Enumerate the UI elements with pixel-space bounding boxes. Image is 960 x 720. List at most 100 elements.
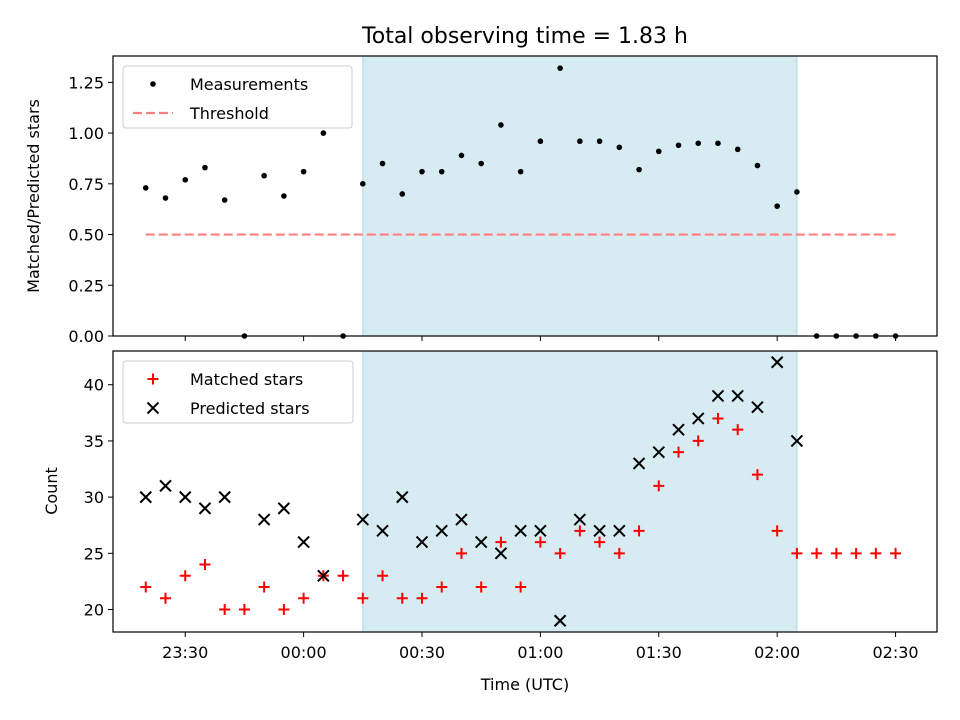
legend-label: Matched stars bbox=[190, 370, 303, 389]
predicted-stars-point bbox=[613, 524, 626, 538]
x-tick-label: 00:30 bbox=[399, 643, 445, 662]
matched-stars-point bbox=[455, 547, 467, 559]
matched-stars-point bbox=[712, 412, 724, 424]
measurements-point bbox=[734, 146, 741, 153]
measurements-point bbox=[596, 138, 603, 145]
predicted-stars-point bbox=[632, 457, 646, 470]
predicted-stars-point bbox=[159, 479, 172, 493]
matched-stars-point bbox=[475, 581, 487, 593]
matched-stars-point bbox=[377, 570, 389, 582]
matched-stars-point bbox=[633, 525, 645, 537]
matched-stars-point bbox=[199, 559, 211, 571]
measurements-point bbox=[577, 138, 583, 145]
predicted-stars-point bbox=[770, 356, 784, 369]
measurements-point bbox=[715, 140, 721, 147]
legend-label: Predicted stars bbox=[190, 399, 310, 418]
measurements-point bbox=[833, 333, 840, 339]
measurements-point bbox=[202, 164, 208, 171]
measurements-point bbox=[320, 130, 327, 136]
predicted-stars-point bbox=[751, 400, 764, 414]
axes-frame bbox=[112, 350, 938, 633]
bottom-axes: 20 25 30 35 40 23:30 00:00 00:30 01:00 01:30 02:00… bbox=[84, 350, 938, 662]
bottom-marks bbox=[139, 356, 902, 627]
x-tick-label: 01:00 bbox=[517, 643, 563, 662]
predicted-stars-point bbox=[415, 535, 429, 549]
predicted-stars-point bbox=[198, 502, 212, 515]
legend-box bbox=[122, 360, 354, 424]
y-tick-label: 0.25 bbox=[68, 276, 104, 295]
predicted-stars-point bbox=[455, 513, 468, 526]
matched-stars-point bbox=[732, 424, 744, 436]
measurements-point bbox=[636, 166, 642, 173]
predicted-stars-point bbox=[553, 614, 567, 627]
matched-stars-point bbox=[436, 581, 448, 593]
predicted-stars-point bbox=[474, 535, 488, 549]
predicted-stars-point bbox=[257, 513, 271, 526]
measurements-point bbox=[695, 140, 702, 147]
top-axes: 0.00 0.25 0.50 0.75 1.00 1.25 bbox=[68, 55, 938, 346]
predicted-stars-point bbox=[396, 490, 409, 504]
y-tick-label: 25 bbox=[84, 544, 104, 563]
legend-box bbox=[122, 65, 353, 129]
legend-swatch bbox=[147, 373, 159, 385]
measurements-point bbox=[774, 203, 780, 209]
predicted-stars-point bbox=[376, 524, 389, 538]
predicted-stars-point bbox=[514, 524, 527, 538]
measurements-point bbox=[498, 122, 504, 128]
matched-stars-point bbox=[594, 536, 606, 548]
matched-stars-point bbox=[554, 547, 566, 559]
measurements-point bbox=[241, 333, 248, 339]
x-tick-label: 01:30 bbox=[636, 643, 682, 662]
matched-stars-point bbox=[258, 581, 270, 593]
matched-stars-point bbox=[830, 547, 842, 559]
measurements-point bbox=[340, 333, 346, 339]
measurements-point bbox=[813, 333, 820, 339]
matched-stars-point bbox=[811, 547, 823, 559]
predicted-stars-point bbox=[573, 513, 587, 526]
y-tick-label: 40 bbox=[84, 376, 104, 395]
predicted-stars-point bbox=[139, 490, 152, 504]
matched-stars-point bbox=[870, 547, 882, 559]
y-tick-label: 0.75 bbox=[68, 175, 104, 194]
predicted-stars-point bbox=[356, 513, 370, 526]
matched-stars-point bbox=[791, 547, 803, 559]
bottom-legend: Matched stars Predicted stars bbox=[122, 360, 354, 424]
legend-label: Threshold bbox=[189, 104, 269, 123]
axes-frame bbox=[112, 55, 938, 337]
x-axis-label: Time (UTC) bbox=[480, 675, 569, 694]
measurements-point bbox=[182, 176, 189, 183]
matched-stars-point bbox=[751, 469, 763, 481]
matched-stars-point bbox=[357, 592, 369, 604]
observing-window-span bbox=[362, 55, 798, 337]
matched-stars-point bbox=[890, 547, 902, 559]
matched-stars-point bbox=[278, 604, 290, 616]
measurements-point bbox=[221, 197, 228, 203]
matched-stars-point bbox=[140, 581, 152, 593]
matched-stars-point bbox=[613, 547, 625, 559]
x-tick-label: 23:30 bbox=[162, 643, 208, 662]
bottom-y-axis-label: Count bbox=[42, 467, 61, 515]
matched-stars-point bbox=[396, 592, 408, 604]
matched-stars-point bbox=[238, 604, 250, 616]
y-tick-label: 30 bbox=[84, 488, 104, 507]
legend-swatch bbox=[146, 401, 160, 415]
y-tick-label: 20 bbox=[84, 601, 104, 620]
x-tick-label: 02:00 bbox=[754, 643, 800, 662]
matched-stars-point bbox=[416, 592, 428, 604]
predicted-stars-point bbox=[652, 445, 665, 459]
measurements-point bbox=[458, 152, 465, 159]
matched-stars-point bbox=[534, 536, 546, 548]
measurements-point bbox=[557, 65, 563, 71]
matched-stars-point bbox=[298, 592, 310, 604]
measurements-point bbox=[537, 138, 544, 145]
matched-stars-point bbox=[673, 446, 685, 458]
predicted-stars-point bbox=[711, 389, 725, 403]
matched-stars-point bbox=[159, 592, 171, 604]
x-tick-label: 02:30 bbox=[873, 643, 919, 662]
predicted-stars-point bbox=[218, 490, 231, 504]
predicted-stars-point bbox=[672, 423, 685, 436]
predicted-stars-point bbox=[494, 547, 508, 560]
observing-window-span bbox=[362, 350, 798, 633]
top-panel: 0.00 0.25 0.50 0.75 1.00 1.25 Matched/Predict… bbox=[24, 55, 938, 346]
